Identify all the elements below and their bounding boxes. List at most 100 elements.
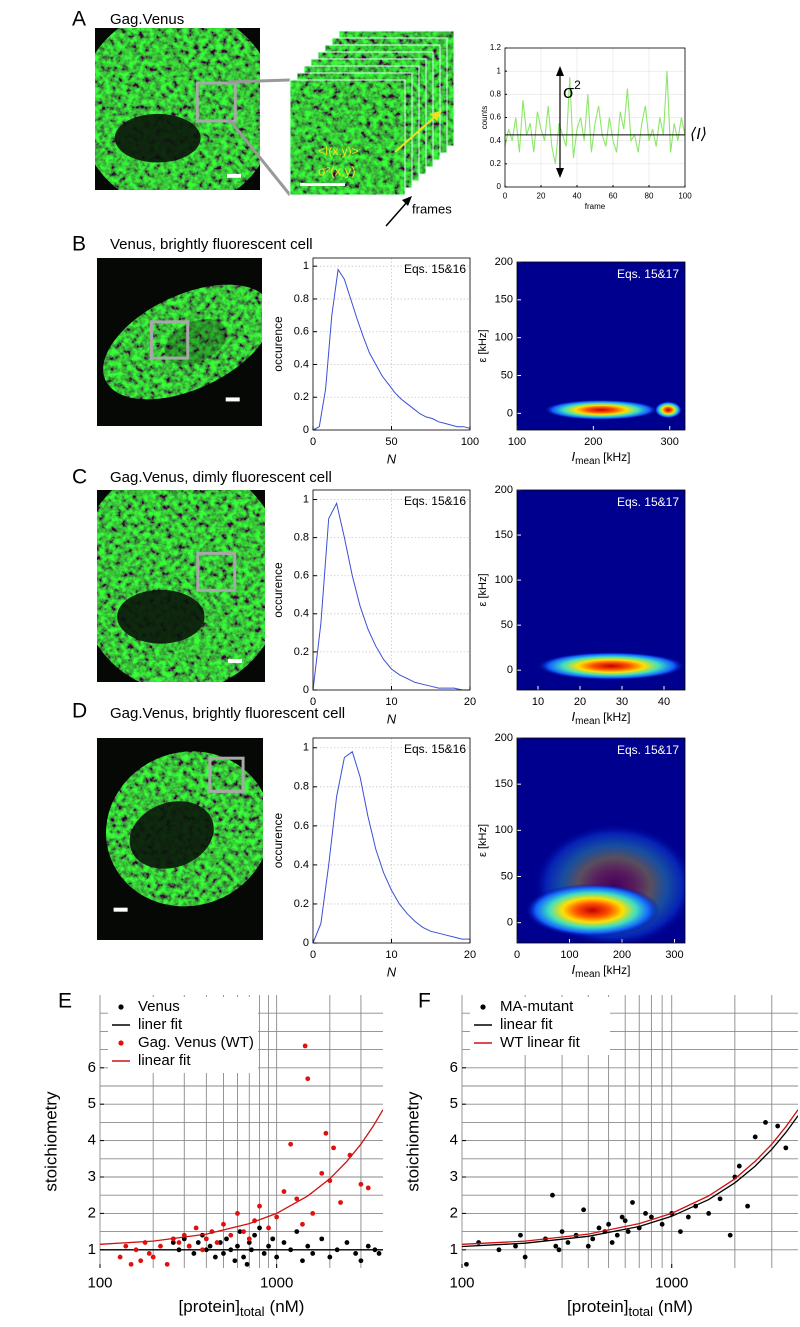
- data-point: [727, 1232, 733, 1238]
- y-tick-label: 150: [495, 529, 513, 541]
- y-tick-label: 100: [495, 574, 513, 586]
- y-tick-label: 100: [495, 824, 513, 836]
- data-point: [717, 1196, 723, 1202]
- x-tick-label: 100: [461, 436, 479, 448]
- label-unit: (nM): [270, 1297, 305, 1316]
- data-point: [138, 1258, 144, 1264]
- legend-label: Venus: [138, 998, 180, 1015]
- y-tick-label: 0.2: [294, 391, 309, 403]
- plot-frame: [516, 261, 686, 431]
- data-point: [596, 1225, 602, 1231]
- nucleus: [164, 319, 228, 365]
- cell-fluorescence: [95, 28, 260, 190]
- y-tick-label: 0.6: [490, 113, 502, 122]
- y-tick-label: 2: [450, 1204, 458, 1221]
- panel-title: Gag.Venus, dimly fluorescent cell: [110, 469, 332, 486]
- sigma-label: σ2: [563, 78, 581, 102]
- y-tick-label: 150: [495, 778, 513, 790]
- x-tick-label: 10: [532, 696, 544, 708]
- data-point: [464, 1261, 469, 1267]
- y-tick-label: 1: [497, 66, 502, 75]
- data-point: [365, 1185, 371, 1191]
- y-tick-label: 3: [88, 1168, 96, 1185]
- panel-label: B: [72, 233, 86, 256]
- y-tick-label: 5: [450, 1095, 458, 1112]
- axis-label: counts: [480, 106, 489, 130]
- legend-swatch: [118, 1004, 124, 1010]
- data-point: [146, 1251, 152, 1256]
- x-tick-label: 100: [508, 436, 526, 448]
- data-point: [556, 1247, 562, 1253]
- panel-title: Venus, brightly fluorescent cell: [110, 236, 313, 253]
- x-tick-label: 0: [310, 949, 316, 961]
- zoom-line: [226, 117, 292, 196]
- y-tick-label: 50: [501, 870, 513, 882]
- x-tick-label: 60: [609, 191, 618, 200]
- density-blob: [525, 883, 660, 937]
- data-point: [581, 1207, 586, 1213]
- x-tick-label: 50: [385, 436, 397, 448]
- axis-label: ε [kHz]: [477, 329, 489, 362]
- data-point: [241, 1229, 246, 1234]
- x-tick-label: 1000: [655, 1274, 688, 1291]
- data-point: [300, 1221, 305, 1227]
- data-point: [358, 1181, 364, 1187]
- data-point: [246, 1240, 252, 1245]
- data-point: [344, 1240, 350, 1245]
- density-blob: [537, 652, 685, 680]
- nucleus: [114, 113, 201, 163]
- data-point: [496, 1247, 502, 1253]
- axis-label: occurence: [271, 316, 285, 372]
- plot-frame: [516, 489, 686, 691]
- x-tick-label: 200: [584, 436, 602, 448]
- annotation: Eqs. 15&16: [404, 262, 466, 276]
- data-line: [462, 1115, 798, 1248]
- scale-bar: [227, 173, 241, 178]
- data-point: [235, 1243, 240, 1249]
- data-point: [195, 1240, 201, 1245]
- sigma-exp: 2: [574, 78, 581, 92]
- data-point: [193, 1225, 199, 1231]
- y-tick-label: 0.4: [294, 859, 309, 871]
- x-tick-label: 100: [449, 1274, 474, 1291]
- axis-label: Imean [kHz]: [572, 709, 631, 726]
- cell-fluorescence: [97, 490, 265, 682]
- legend-label: Gag. Venus (WT): [138, 1034, 254, 1051]
- axis-label: Imean [kHz]: [572, 962, 631, 979]
- label-main: [protein]: [179, 1297, 240, 1316]
- x-tick-label: 0: [503, 191, 508, 200]
- data-point: [745, 1203, 750, 1209]
- y-tick-label: 1.2: [490, 43, 502, 52]
- arrow-head: [556, 66, 564, 76]
- data-point: [237, 1229, 243, 1234]
- roi: [195, 81, 237, 123]
- y-tick-label: 5: [88, 1095, 96, 1112]
- density-blob: [654, 401, 682, 419]
- axis-label: ε [kHz]: [477, 573, 489, 606]
- cell: [95, 28, 260, 190]
- cell: [97, 490, 265, 682]
- data-point: [214, 1240, 220, 1245]
- data-point: [752, 1134, 758, 1140]
- zoom-line: [227, 78, 291, 84]
- axis-label: N: [387, 711, 397, 726]
- y-tick-label: 0: [507, 407, 513, 419]
- legend-label: linear fit: [138, 1052, 191, 1069]
- x-tick-label: 20: [574, 696, 586, 708]
- roi: [208, 756, 245, 793]
- y-tick-label: 50: [501, 369, 513, 381]
- data-point: [224, 1236, 229, 1242]
- axis-label: stoichiometry: [41, 1091, 60, 1192]
- data-point: [235, 1211, 240, 1216]
- label-sub: mean: [575, 716, 600, 727]
- arrow-head: [556, 168, 564, 178]
- data-point: [649, 1214, 654, 1220]
- data-point: [274, 1254, 280, 1260]
- data-line: [312, 268, 471, 431]
- y-tick-label: 0.6: [294, 820, 309, 832]
- scale-bar: [300, 183, 345, 186]
- data-point: [270, 1236, 276, 1242]
- axis-label: [protein]total (nM): [179, 1297, 305, 1319]
- axis-label: occurence: [271, 812, 285, 868]
